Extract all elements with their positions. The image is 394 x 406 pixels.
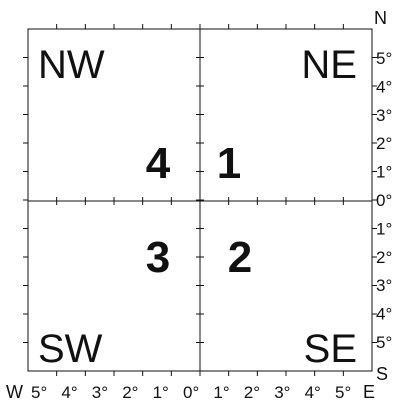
x-tick-label: 5° [335,383,351,401]
y-tick-label: 1° [376,163,392,182]
x-tick-label: 0° [183,383,199,401]
x-tick-label: 1° [213,383,229,401]
quadrant-number-ne: 1 [217,139,241,188]
y-tick-label: 2° [376,248,392,267]
quadrant-number-sw: 3 [146,233,170,282]
quadrant-label-ne: NE [301,43,357,87]
x-axis-tick-labels: 5° 4° 3° 2° 1° 0° 1° 2° 3° 4° 5° [31,383,351,402]
quadrant-number-se: 2 [228,233,252,282]
y-tick-label: 2° [376,134,392,153]
quadrant-label-sw: SW [38,327,103,371]
x-tick-label: 2° [244,383,260,401]
quadrant-label-se: SE [304,327,357,371]
x-tick-label: 2° [122,383,138,401]
quadrant-label-nw: NW [38,43,105,87]
y-axis-tick-labels: 5° 4° 3° 2° 1° 0° 1° 2° 3° 4° 5° [376,49,392,352]
y-tick-label: 4° [376,77,392,96]
x-tick-label: 3° [92,383,108,401]
y-tick-label: 3° [376,276,392,295]
y-tick-label: 3° [376,106,392,125]
y-tick-label: 1° [376,219,392,238]
x-tick-label: 4° [61,383,77,401]
y-tick-label: 0° [376,191,392,210]
quadrant-number-nw: 4 [146,139,171,188]
east-label: E [363,382,375,401]
south-label: S [376,364,388,384]
x-tick-label: 1° [153,383,169,401]
x-tick-label: 3° [274,383,290,401]
y-tick-label: 5° [376,333,392,352]
west-label: W [6,382,23,401]
x-tick-label: 4° [305,383,321,401]
tick-marks [23,24,377,376]
x-tick-label: 5° [31,383,47,401]
y-tick-label: 5° [376,49,392,68]
north-label: N [374,8,387,28]
y-tick-label: 4° [376,305,392,324]
